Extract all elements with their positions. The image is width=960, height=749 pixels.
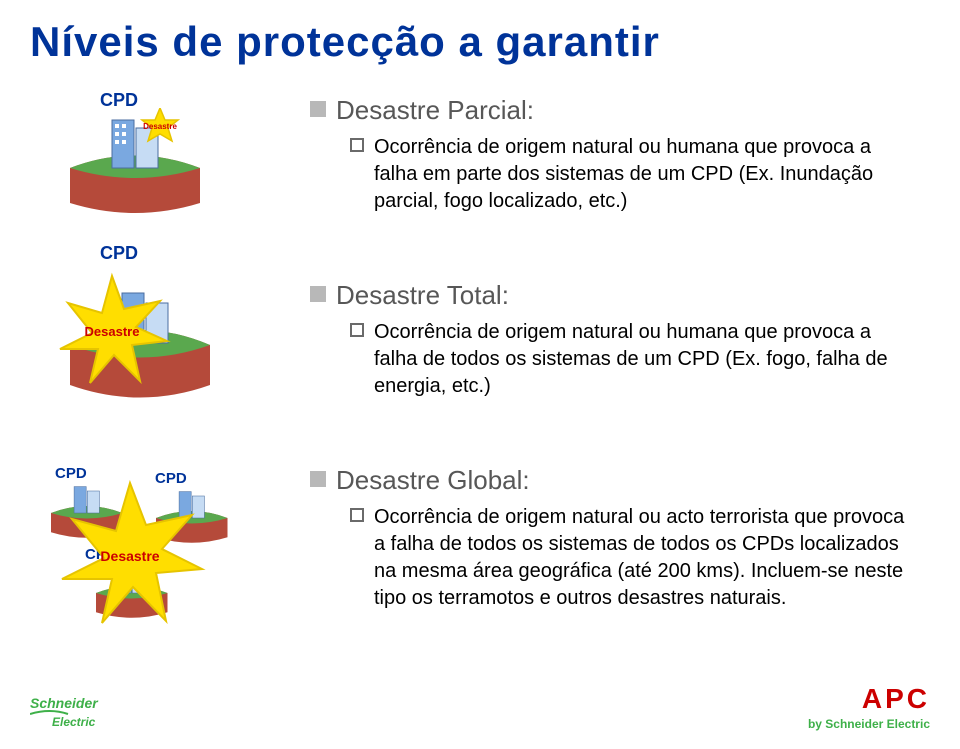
islands-global-svg: Desastre [30, 460, 260, 670]
body-global: Ocorrência de origem natural ou acto ter… [350, 504, 920, 612]
heading-total-text: Desastre Total: [336, 280, 509, 310]
logo-left-brand: Schneider [30, 695, 99, 711]
logo-schneider: Schneider Electric [30, 694, 140, 731]
svg-text:Desastre: Desastre [143, 122, 177, 131]
square-bullet-icon [310, 101, 326, 117]
heading-global-text: Desastre Global: [336, 465, 530, 495]
schneider-logo-icon: Schneider Electric [30, 694, 140, 728]
logo-apc-brand: APC [808, 683, 930, 715]
logo-left-sub: Electric [52, 715, 96, 728]
body-total: Ocorrência de origem natural ou humana q… [350, 319, 920, 400]
open-square-bullet-icon [350, 138, 364, 152]
heading-partial: Desastre Parcial: [310, 95, 920, 126]
island-cpd-partial-svg: Desastre [50, 108, 220, 228]
disaster-label-global: Desastre [100, 548, 159, 564]
body-global-text: Ocorrência de origem natural ou acto ter… [374, 504, 912, 612]
disaster-label-total: Desastre [85, 324, 140, 339]
heading-total: Desastre Total: [310, 280, 920, 311]
illustration-total-disaster: Desastre [40, 265, 240, 425]
logo-apc-sub: by Schneider Electric [808, 717, 930, 731]
heading-global: Desastre Global: [310, 465, 920, 496]
heading-partial-text: Desastre Parcial: [336, 95, 534, 125]
logo-apc: APC by Schneider Electric [808, 683, 930, 731]
illustration-partial-disaster: Desastre [50, 108, 220, 228]
open-square-bullet-icon [350, 323, 364, 337]
body-partial: Ocorrência de origem natural ou humana q… [350, 134, 920, 215]
square-bullet-icon [310, 286, 326, 302]
body-partial-text: Ocorrência de origem natural ou humana q… [374, 134, 912, 215]
block-global: Desastre Global: Ocorrência de origem na… [310, 465, 920, 612]
page-title: Níveis de protecção a garantir [30, 18, 660, 66]
slide: Níveis de protecção a garantir CPD Desas… [0, 0, 960, 749]
body-total-text: Ocorrência de origem natural ou humana q… [374, 319, 912, 400]
cpd-label-2: CPD [100, 243, 138, 264]
square-bullet-icon [310, 471, 326, 487]
block-partial: Desastre Parcial: Ocorrência de origem n… [310, 95, 920, 215]
block-total: Desastre Total: Ocorrência de origem nat… [310, 280, 920, 400]
open-square-bullet-icon [350, 508, 364, 522]
footer: Schneider Electric APC by Schneider Elec… [30, 683, 930, 731]
island-cpd-total-svg: Desastre [40, 265, 240, 425]
illustration-global-disaster: Desastre [30, 460, 260, 670]
